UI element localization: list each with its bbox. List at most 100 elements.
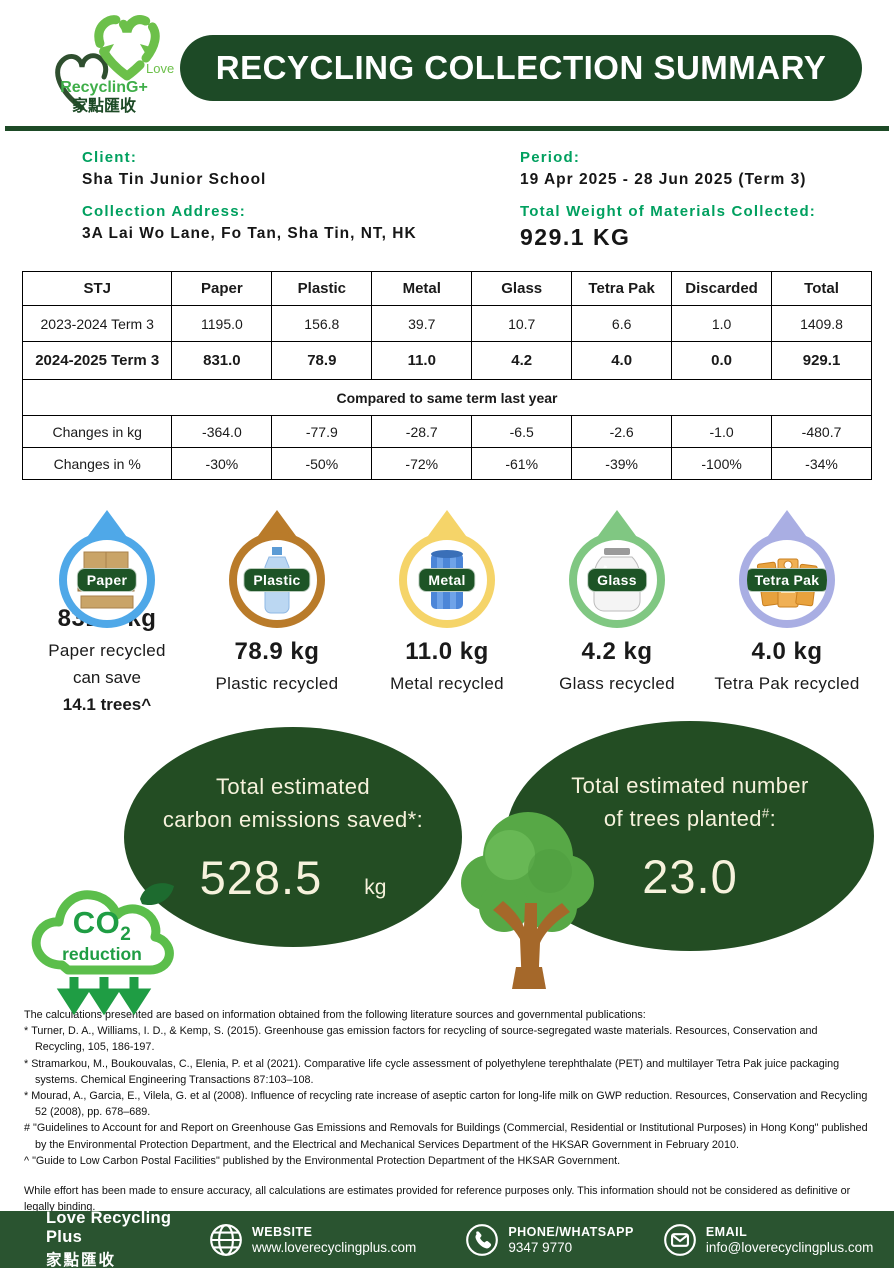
footnote-item: # "Guidelines to Account for and Report o…	[24, 1122, 868, 1151]
col-header: Metal	[371, 271, 473, 306]
footnote-item: * Stramarkou, M., Boukouvalas, C., Elenia…	[24, 1057, 840, 1086]
address-value: 3A Lai Wo Lane, Fo Tan, Sha Tin, NT, HK	[82, 225, 417, 242]
material-weight: 4.0 kg	[751, 638, 823, 665]
cell: -34%	[771, 447, 872, 480]
table-row: Changes in % -30% -50% -72% -61% -39% -1…	[21, 447, 872, 480]
cell: 6.6	[571, 305, 673, 342]
cell: -72%	[371, 447, 473, 480]
cell: 0.0	[671, 341, 773, 380]
cell: -50%	[271, 447, 373, 480]
logo-recycling-text: RecyclinG+	[60, 79, 148, 96]
cell: -1.0	[671, 415, 773, 448]
col-header: Tetra Pak	[571, 271, 673, 306]
trees-title-line1: Total estimated number	[571, 772, 809, 798]
trees-title-line2: of trees planted#:	[603, 805, 777, 831]
material-caption: Glass recycled	[559, 674, 675, 693]
cell: -39%	[571, 447, 673, 480]
footer-email: EMAIL info@loverecyclingplus.com	[662, 1222, 874, 1258]
cell: -100%	[671, 447, 773, 480]
metal-drop-icon: Metal	[399, 532, 495, 628]
client-label: Client:	[82, 149, 138, 166]
cell: 1409.8	[771, 305, 872, 342]
footer-website: WEBSITE www.loverecyclingplus.com	[208, 1222, 416, 1258]
material-caption: Plastic recycled	[215, 674, 339, 693]
trees-value: 23.0	[642, 849, 738, 903]
plastic-drop-icon: Plastic	[229, 532, 325, 628]
collection-summary-table: STJ Paper Plastic Metal Glass Tetra Pak …	[21, 271, 872, 480]
footnote-intro: The calculations presented are based on …	[24, 1009, 646, 1021]
client-value: Sha Tin Junior School	[82, 171, 267, 188]
footnote-item: * Mourad, A., Garcia, E., Vilela, G. et a…	[24, 1089, 868, 1119]
website-value: www.loverecyclingplus.com	[252, 1239, 417, 1255]
love-recycling-logo-icon: Love RecyclinG+ 家點匯收	[55, 15, 174, 115]
material-card-glass: Glass 4.2 kg Glass recycled	[535, 510, 699, 715]
material-card-paper: Paper 831.0 kg Paper recycled can save 1…	[25, 510, 189, 715]
col-header: Glass	[471, 271, 573, 306]
email-value: info@loverecyclingplus.com	[705, 1239, 874, 1255]
footer-brand: Love Recycling Plus 家點匯收	[46, 1209, 204, 1270]
table-row: 2024-2025 Term 3 831.0 78.9 11.0 4.2 4.0…	[21, 341, 872, 380]
cell: -364.0	[171, 415, 273, 448]
cell: -77.9	[271, 415, 373, 448]
phone-label: PHONE/WHATSAPP	[508, 1224, 634, 1239]
materials-section: Paper 831.0 kg Paper recycled can save 1…	[0, 510, 894, 715]
page-title: RECYCLING COLLECTION SUMMARY	[215, 49, 827, 86]
table-row: Changes in kg -364.0 -77.9 -28.7 -6.5 -2…	[21, 415, 872, 448]
cell: -28.7	[371, 415, 473, 448]
footnote-item: * Turner, D. A., Williams, I. D., & Kemp,…	[24, 1025, 818, 1054]
row-label: Changes in kg	[21, 415, 173, 448]
footer: Love Recycling Plus 家點匯收 WEBSITE www.lov…	[0, 1209, 894, 1270]
recycle-heart-arrows-icon	[94, 15, 160, 81]
address-label: Collection Address:	[82, 203, 246, 220]
compare-header-row: Compared to same term last year	[22, 379, 872, 416]
client-info-section: Client: Sha Tin Junior School Collection…	[82, 149, 894, 251]
header-divider	[5, 126, 889, 131]
logo-chinese-text: 家點匯收	[72, 96, 136, 115]
cell: 39.7	[371, 305, 473, 342]
phone-icon	[466, 1223, 499, 1256]
report-header: Love RecyclinG+ 家點匯收 RECYCLING COLLECTIO…	[0, 0, 894, 122]
heart-outline-icon	[55, 53, 109, 111]
cell: -30%	[171, 447, 273, 480]
footnotes-section: The calculations presented are based on …	[24, 1007, 870, 1215]
material-card-metal: Metal 11.0 kg Metal recycled	[365, 510, 529, 715]
material-badge: Glass	[587, 568, 647, 592]
cell: 1195.0	[171, 305, 273, 342]
cell: 78.9	[271, 341, 373, 380]
cell: 929.1	[771, 341, 872, 380]
cell: -6.5	[471, 415, 573, 448]
material-badge: Tetra Pak	[747, 568, 827, 592]
co2-reduction-icon: CO2 reduction	[22, 867, 208, 1016]
row-label: Changes in %	[21, 447, 173, 480]
cell: 11.0	[371, 341, 473, 380]
material-badge: Paper	[76, 568, 138, 592]
carbon-title-line2: carbon emissions saved*:	[162, 806, 424, 832]
material-weight: 4.2 kg	[581, 638, 653, 665]
glass-drop-icon: Glass	[569, 532, 665, 628]
table-row: 2023-2024 Term 3 1195.0 156.8 39.7 10.7 …	[21, 305, 872, 342]
title-banner: RECYCLING COLLECTION SUMMARY	[180, 35, 862, 101]
footnote-item: ^ "Guide to Low Carbon Postal Facilities"…	[24, 1154, 621, 1167]
co2-text: CO2 reduction	[62, 905, 142, 965]
carbon-title-line1: Total estimated	[216, 773, 370, 799]
cell: -480.7	[771, 415, 872, 448]
email-icon	[663, 1223, 696, 1256]
material-weight: 78.9 kg	[234, 638, 320, 665]
cell: 4.0	[571, 341, 673, 380]
col-header: STJ	[21, 271, 173, 306]
col-header: Plastic	[271, 271, 373, 306]
cell: 156.8	[271, 305, 373, 342]
cell: 831.0	[171, 341, 273, 380]
compare-header: Compared to same term last year	[22, 379, 872, 416]
cell: 1.0	[671, 305, 773, 342]
period-value: 19 Apr 2025 - 28 Jun 2025 (Term 3)	[520, 171, 807, 188]
row-label: 2024-2025 Term 3	[21, 341, 173, 380]
globe-icon	[210, 1223, 242, 1256]
carbon-unit: kg	[364, 875, 387, 899]
client-info-right: Period: 19 Apr 2025 - 28 Jun 2025 (Term …	[520, 149, 880, 251]
disclaimer: While effort has been made to ensure acc…	[24, 1184, 851, 1214]
total-weight-value: 929.1 KG	[520, 224, 631, 250]
carbon-saved-oval: Total estimated carbon emissions saved*:…	[124, 727, 462, 947]
tetra-pak-drop-icon: Tetra Pak	[739, 532, 835, 628]
material-badge: Plastic	[243, 568, 311, 592]
